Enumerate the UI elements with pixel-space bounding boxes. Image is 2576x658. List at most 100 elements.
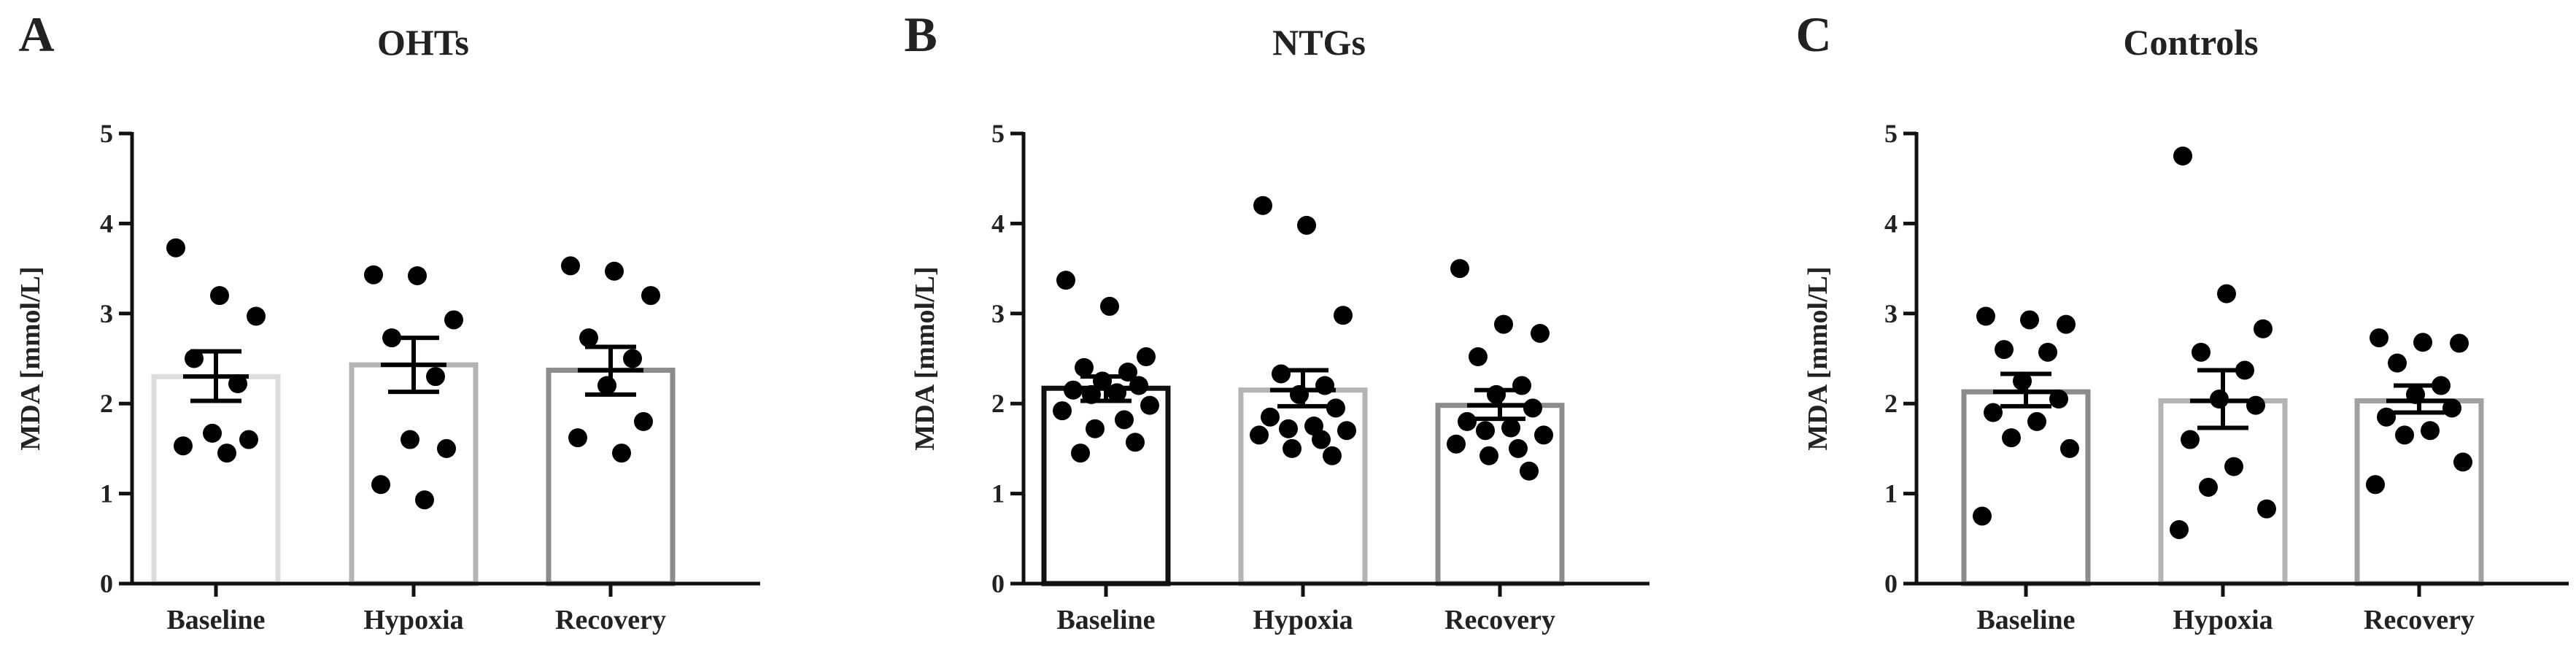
data-point	[371, 475, 390, 495]
data-point	[1250, 425, 1269, 445]
data-point	[1075, 357, 1094, 377]
y-tick-label: 3	[100, 299, 113, 328]
y-axis-label: MDA [mmol/L]	[15, 266, 46, 450]
data-point	[623, 349, 642, 368]
data-point	[166, 238, 185, 258]
chart-title: OHTs	[377, 22, 469, 63]
data-point	[605, 261, 624, 281]
bar-baseline	[1041, 385, 1171, 587]
data-point	[561, 256, 580, 276]
panel-letter: B	[904, 7, 937, 62]
data-point	[1534, 425, 1553, 445]
data-point	[1312, 430, 1331, 449]
bar-baseline	[151, 373, 281, 587]
data-point	[1469, 347, 1488, 367]
data-point	[1476, 421, 1495, 441]
data-point	[2377, 407, 2396, 427]
y-tick-label: 0	[991, 569, 1005, 598]
data-point	[2413, 333, 2432, 352]
data-point	[1071, 444, 1090, 463]
data-point	[2421, 421, 2440, 441]
data-point	[2254, 319, 2273, 338]
x-tick-label-recovery: Recovery	[555, 605, 666, 635]
data-point	[1279, 419, 1298, 438]
panel-b: B NTGs MDA [mmol/L] 0 1 2 3 4 5 Baseline Hypoxia Re…	[904, 7, 1649, 635]
data-point	[634, 411, 653, 431]
data-point	[2388, 353, 2407, 373]
data-point	[203, 423, 222, 443]
data-point	[1137, 347, 1156, 367]
data-point	[1140, 395, 1159, 415]
data-point	[2027, 411, 2046, 431]
x-tick-label-baseline: Baseline	[1056, 605, 1155, 635]
y-axis-label: MDA [mmol/L]	[910, 266, 940, 450]
y-tick-label: 5	[1884, 119, 1898, 148]
data-point	[1129, 376, 1148, 395]
y-tick-label: 5	[991, 119, 1005, 148]
data-point	[1984, 403, 2003, 422]
data-point	[426, 367, 445, 387]
y-tick-label: 4	[991, 209, 1005, 238]
y-tick-label: 2	[100, 389, 113, 418]
data-point	[2170, 519, 2189, 539]
data-point	[568, 428, 587, 448]
data-point	[2217, 284, 2236, 303]
data-point	[1531, 323, 1550, 343]
panel-letter: A	[18, 7, 54, 62]
panel-letter: C	[1795, 7, 1831, 62]
y-tick-label: 0	[1884, 569, 1898, 598]
data-point	[2060, 438, 2079, 458]
data-point	[247, 306, 266, 326]
x-tick-label-baseline: Baseline	[166, 605, 265, 635]
data-point	[2192, 342, 2211, 362]
data-point	[1976, 306, 1995, 326]
data-point	[1523, 398, 1542, 418]
data-point	[2199, 477, 2218, 497]
data-point	[1973, 506, 1992, 526]
y-tick-label: 2	[991, 389, 1005, 418]
data-point	[1501, 418, 1520, 438]
data-point	[1115, 410, 1134, 430]
x-tick-label-baseline: Baseline	[1976, 605, 2075, 635]
data-point	[2395, 425, 2414, 445]
data-point	[612, 444, 631, 463]
y-tick-label: 0	[100, 569, 113, 598]
data-point	[437, 438, 456, 458]
panel-a: A OHTs MDA [mmol/L] 0 1 2 3 4 5 Baseline Hypoxia Re…	[15, 7, 760, 635]
data-point	[2450, 333, 2469, 353]
y-tick-label: 3	[1884, 299, 1898, 328]
data-point	[210, 286, 229, 306]
y-tick-label: 5	[100, 119, 113, 148]
bar-hypoxia	[1238, 387, 1368, 587]
data-point	[2370, 328, 2389, 348]
data-point	[1326, 398, 1345, 418]
data-point	[2020, 310, 2039, 330]
x-tick-label-hypoxia: Hypoxia	[1253, 605, 1353, 635]
data-point	[2442, 398, 2461, 418]
data-point	[1458, 411, 1477, 431]
data-point	[2049, 390, 2068, 409]
data-point	[1272, 364, 1291, 384]
y-tick-label: 1	[1884, 479, 1898, 508]
data-point	[415, 490, 434, 510]
data-point	[1283, 438, 1301, 458]
data-point	[1480, 446, 1498, 465]
data-point	[2453, 452, 2472, 472]
data-point	[401, 430, 419, 449]
bar-recovery	[546, 368, 676, 587]
data-point	[1053, 401, 1072, 421]
x-tick-label-hypoxia: Hypoxia	[363, 605, 463, 635]
data-point	[1450, 259, 1469, 279]
data-point	[579, 328, 598, 348]
data-point	[1086, 419, 1105, 438]
data-point	[228, 374, 247, 394]
y-tick-label: 1	[100, 479, 113, 508]
data-point	[597, 376, 616, 395]
y-tick-label: 2	[1884, 389, 1898, 418]
data-point	[1297, 215, 1316, 235]
x-tick-label-recovery: Recovery	[2364, 605, 2475, 635]
data-point	[444, 310, 463, 330]
data-point	[408, 266, 427, 285]
y-tick-label: 3	[991, 299, 1005, 328]
